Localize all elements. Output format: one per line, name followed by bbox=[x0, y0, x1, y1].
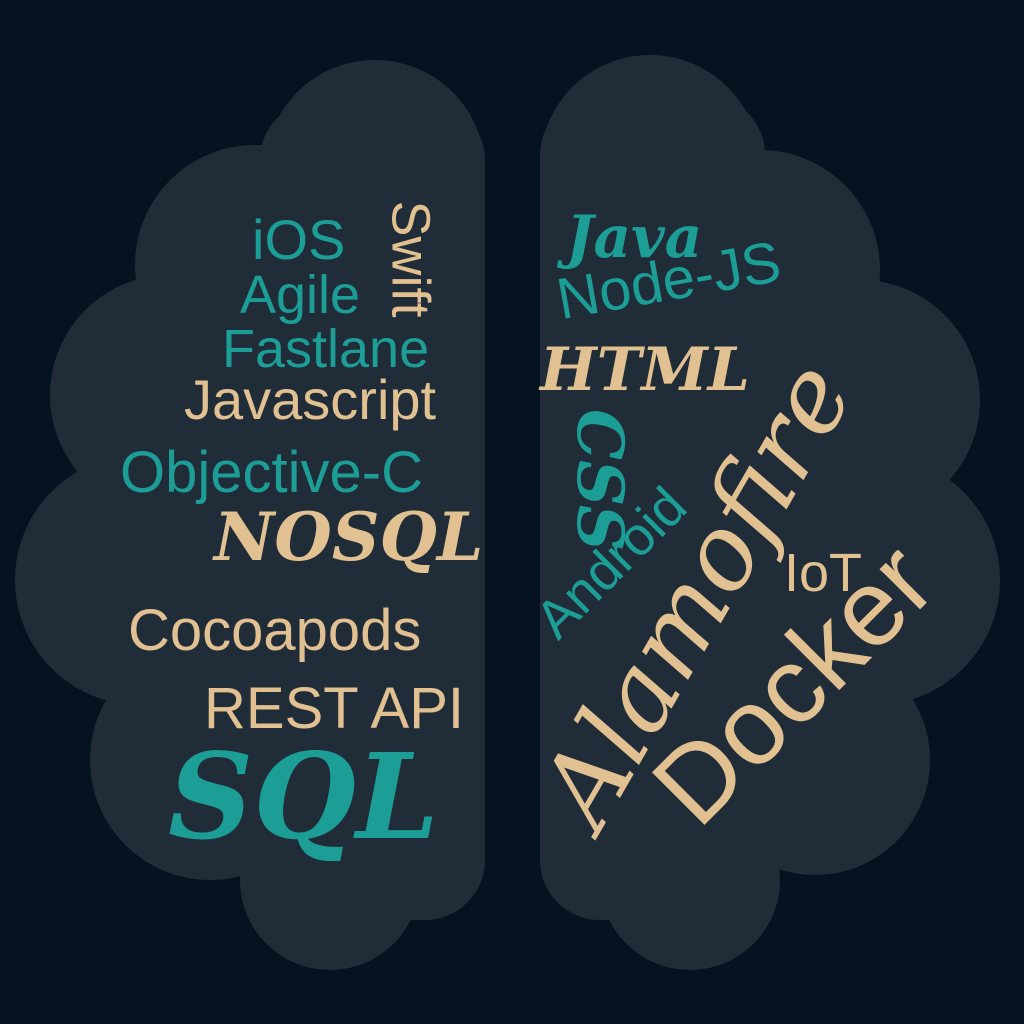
word-swift: Swift bbox=[380, 200, 441, 318]
word-fastlane: Fastlane bbox=[222, 319, 430, 379]
left-hemisphere bbox=[15, 60, 485, 970]
word-javascript: Javascript bbox=[184, 368, 437, 431]
word-iot: IoT bbox=[784, 543, 863, 603]
word-cocoapods: Cocoapods bbox=[128, 598, 422, 663]
word-agile: Agile bbox=[240, 265, 361, 325]
word-rest-api: REST API bbox=[204, 676, 465, 741]
word-java: Java bbox=[566, 203, 703, 271]
word-objective-c: Objective-C bbox=[120, 440, 423, 505]
word-sql: SQL bbox=[168, 727, 439, 866]
right-hemisphere bbox=[540, 55, 1000, 970]
word-html: HTML bbox=[540, 335, 750, 405]
word-ios: iOS bbox=[252, 208, 346, 271]
word-nosql: NOSQL bbox=[214, 498, 484, 576]
